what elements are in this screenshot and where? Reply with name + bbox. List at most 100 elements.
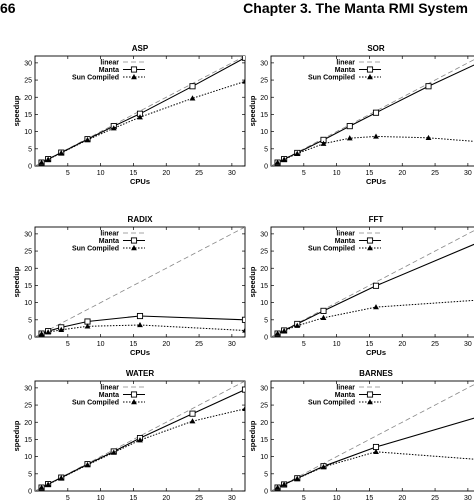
y-tick-label: 10 <box>260 300 268 307</box>
series-line-manta <box>41 57 245 164</box>
chart-title: BARNES <box>359 369 393 378</box>
x-tick-label: 20 <box>162 341 170 348</box>
page-header: 66 Chapter 3. The Manta RMI System <box>0 0 474 20</box>
y-tick-label: 5 <box>28 471 32 478</box>
plot-area <box>35 381 245 491</box>
data-point <box>274 484 281 490</box>
legend-marker <box>367 245 373 251</box>
y-tick-label: 10 <box>24 129 32 136</box>
x-tick-label: 20 <box>398 170 406 177</box>
data-point <box>110 449 117 455</box>
y-tick-label: 5 <box>264 471 268 478</box>
x-tick-label: 5 <box>66 341 70 348</box>
series-line-sun-compiled <box>41 408 245 489</box>
y-tick-label: 15 <box>24 112 32 119</box>
series-line-sun-compiled <box>277 135 474 164</box>
x-tick-label: 25 <box>431 495 439 502</box>
x-axis-label: CPUs <box>366 348 386 357</box>
data-point <box>137 321 143 328</box>
chart-title: RADIX <box>128 215 154 224</box>
legend-marker <box>131 74 137 80</box>
data-point <box>241 386 245 393</box>
legend-marker <box>367 399 373 405</box>
data-point <box>281 156 288 162</box>
y-tick-label: 10 <box>24 454 32 461</box>
y-tick-label: 15 <box>260 283 268 290</box>
x-tick-label: 20 <box>398 341 406 348</box>
y-tick-label: 30 <box>260 60 268 67</box>
y-tick-label: 15 <box>260 437 268 444</box>
x-tick-label: 10 <box>333 341 341 348</box>
chart-sor: SOR 0 5 10 15 20 25 30 5 10 15 20 25 30 CPUs speedup lin… <box>248 44 474 186</box>
plot-area <box>35 56 245 166</box>
x-tick-label: 30 <box>228 170 236 177</box>
chart-water: WATER05101520253051015202530CPUsspeedupl… <box>12 369 246 503</box>
plot-area <box>271 230 474 337</box>
x-tick-label: 15 <box>366 170 374 177</box>
y-tick-label: 5 <box>264 317 268 324</box>
x-tick-label: 30 <box>228 341 236 348</box>
plot-frame <box>34 55 246 167</box>
y-axis-label: speedup <box>12 420 21 451</box>
legend-label: Manta <box>335 238 355 245</box>
data-point <box>136 312 144 320</box>
legend-label: Sun Compiled <box>308 400 355 407</box>
legend-label: Manta <box>335 392 355 399</box>
legend-label: Manta <box>99 67 119 74</box>
plot-frame <box>270 226 474 338</box>
x-tick-label: 20 <box>162 495 170 502</box>
legend-label: Manta <box>99 238 119 245</box>
data-point <box>320 463 327 470</box>
legend-marker <box>366 66 374 73</box>
data-point <box>242 327 245 333</box>
y-axis-label: speedup <box>248 95 257 126</box>
y-tick-label: 25 <box>260 249 268 256</box>
data-point <box>294 150 301 156</box>
data-point <box>189 410 196 417</box>
plot-frame <box>34 226 246 338</box>
data-point <box>274 159 281 165</box>
legend-label: linear <box>100 60 119 67</box>
chart-barnes: BARNES05101520253051015202530CPUsspeedup… <box>248 369 474 503</box>
y-tick-label: 0 <box>28 164 32 171</box>
chapter-title: Chapter 3. The Manta RMI System <box>243 0 468 16</box>
data-point <box>45 156 52 162</box>
data-point <box>320 307 327 314</box>
y-tick-label: 0 <box>264 164 268 171</box>
plot-area <box>271 384 474 491</box>
y-tick-label: 0 <box>264 489 268 496</box>
data-point <box>58 474 65 481</box>
legend-label: Sun Compiled <box>72 246 119 253</box>
data-point <box>320 140 327 146</box>
x-tick-label: 25 <box>195 341 203 348</box>
y-tick-label: 25 <box>24 403 32 410</box>
data-point <box>189 83 196 90</box>
y-tick-label: 20 <box>24 95 32 102</box>
series-line-sun-compiled <box>41 324 245 335</box>
plot-area <box>35 227 245 337</box>
legend-label: Manta <box>335 67 355 74</box>
y-tick-label: 10 <box>260 129 268 136</box>
x-tick-label: 15 <box>130 170 138 177</box>
chart-title: SOR <box>367 44 385 53</box>
y-tick-label: 25 <box>260 403 268 410</box>
data-point <box>425 83 432 90</box>
x-tick-label: 15 <box>366 495 374 502</box>
chart-title: ASP <box>132 44 149 53</box>
data-point <box>38 159 45 165</box>
x-tick-label: 30 <box>464 495 472 502</box>
legend-label: Sun Compiled <box>72 75 119 82</box>
x-tick-label: 15 <box>366 341 374 348</box>
x-axis-label: CPUs <box>366 177 386 186</box>
y-tick-label: 15 <box>24 283 32 290</box>
data-point <box>346 123 353 130</box>
data-point <box>274 330 281 336</box>
data-point <box>373 304 379 310</box>
legend-label: Sun Compiled <box>308 246 355 253</box>
y-tick-label: 5 <box>28 317 32 324</box>
y-tick-label: 25 <box>24 249 32 256</box>
x-axis-label: CPUs <box>130 348 150 357</box>
data-point <box>320 314 327 320</box>
chart-fft: FFT 0 5 10 15 20 25 30 5 10 15 20 25 30 CPUs speedup lin… <box>248 215 474 357</box>
x-tick-label: 5 <box>66 170 70 177</box>
